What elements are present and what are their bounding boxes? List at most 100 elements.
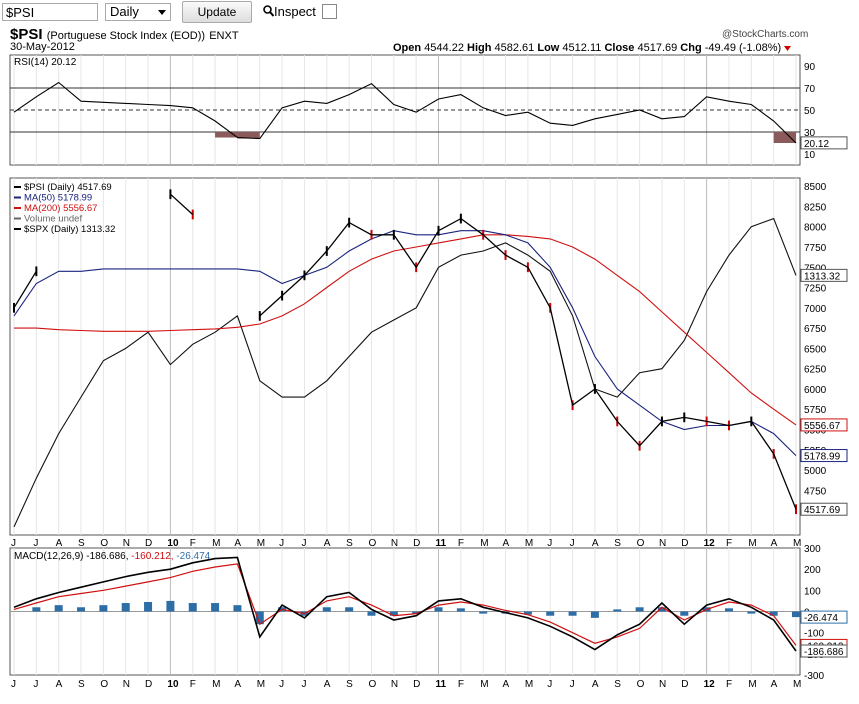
macd-x-axis-label: D	[145, 679, 152, 690]
spx-last-tag-text: 1313.32	[804, 271, 841, 282]
x-axis-label: A	[324, 538, 331, 549]
macd-hist-bar	[188, 603, 197, 612]
period-select[interactable]: Daily	[105, 3, 171, 21]
x-axis-label: 11	[436, 538, 447, 549]
x-axis-label: A	[771, 538, 778, 549]
price-tick-label: 6500	[804, 344, 827, 355]
x-axis-label: S	[614, 538, 621, 549]
macd-hist-bar	[99, 605, 108, 612]
ma50-last-tag-box	[800, 449, 848, 463]
down-arrow-icon	[784, 46, 792, 51]
ma50-line	[13, 230, 797, 456]
rsi-tick-label: 50	[804, 106, 816, 117]
macd-tick-label: 0	[804, 608, 810, 619]
price-tick-label: 6750	[804, 324, 827, 335]
macd-x-axis-label: M	[212, 679, 220, 690]
macd-x-axis-label: F	[726, 679, 732, 690]
macd-hist-bar	[121, 603, 130, 612]
macd-x-axis-label: S	[346, 679, 353, 690]
rsi-tick-label: 90	[804, 62, 816, 73]
rsi-oversold-fill	[237, 132, 260, 139]
close-label: Close	[604, 42, 635, 54]
macd-signal-line	[13, 563, 797, 646]
macd-hist-bar	[456, 608, 465, 612]
price-tick-label: 4750	[804, 486, 827, 497]
macd-hist-bar	[166, 600, 175, 612]
inspect-label: Inspect	[274, 4, 316, 19]
macd-legend: MACD(12,26,9) -186.686, -160.212, -26.47…	[14, 551, 211, 562]
macd-hist-bar	[77, 607, 86, 612]
price-tick-label: 6000	[804, 385, 827, 396]
update-button[interactable]: Update	[182, 1, 252, 23]
ma200-last-tag-text: 5556.67	[804, 421, 841, 432]
macd-hist-bar	[724, 608, 733, 612]
x-axis-label: M	[212, 538, 220, 549]
x-axis-label: D	[681, 538, 688, 549]
inspect-checkbox[interactable]	[322, 4, 337, 19]
symbol-input[interactable]	[2, 3, 98, 21]
macd-hist-bar	[546, 611, 555, 616]
macd-x-axis-label: J	[547, 679, 552, 690]
macd-hist-bar	[54, 605, 63, 612]
macd-x-axis-label: D	[681, 679, 688, 690]
exchange-label: ENXT	[209, 30, 239, 42]
macd-x-axis-label: M	[793, 679, 801, 690]
macd-hist-bar	[747, 611, 756, 614]
macd-x-axis-label: S	[614, 679, 621, 690]
macd-hist-bar	[434, 607, 443, 612]
macd-tick-label: 100	[804, 586, 821, 597]
macd-x-axis-label: J	[33, 679, 38, 690]
legend-ma200: MA(200) 5556.67	[24, 203, 97, 214]
macd-x-axis-label: A	[592, 679, 599, 690]
macd-hist-bar	[300, 611, 309, 616]
macd-tick-label: 200	[804, 565, 821, 576]
x-axis-label: A	[503, 538, 510, 549]
ma50-last-tag-text: 5178.99	[804, 452, 841, 463]
psi-price-line	[13, 193, 797, 510]
chevron-down-icon	[158, 10, 166, 15]
macd-x-axis-label: M	[525, 679, 533, 690]
macd-x-axis-label: M	[748, 679, 756, 690]
macd-x-axis-label: J	[301, 679, 306, 690]
high-value: 4582.61	[494, 42, 535, 54]
macd-tick-label: -200	[804, 650, 824, 661]
toolbar: Daily Update Inspect	[0, 0, 859, 25]
macd-hist-bar	[32, 607, 41, 612]
ma200-last-tag: 5556.67	[800, 418, 848, 432]
rsi-oversold-fill	[773, 132, 796, 143]
macd-x-axis-label: J	[279, 679, 284, 690]
macd-signal-last-tag-box	[800, 638, 848, 652]
x-axis-label: J	[301, 538, 306, 549]
brand-logo[interactable]: @StockCharts.com	[722, 29, 809, 40]
price-tick-label: 8250	[804, 202, 827, 213]
macd-signal-last-tag: -160.212	[800, 638, 848, 652]
x-axis-label: 12	[704, 538, 716, 549]
ma200-last-tag-box	[800, 418, 848, 432]
macd-hist-bar	[523, 611, 532, 615]
ohlc-readout: Open 4544.22 High 4582.61 Low 4512.11 Cl…	[393, 42, 792, 54]
rsi-panel	[9, 54, 801, 166]
x-axis-label: M	[748, 538, 756, 549]
inspect-toggle[interactable]: Inspect	[263, 4, 316, 19]
spx-last-tag: 1313.32	[800, 268, 848, 282]
macd-last-tag-text: -186.686	[804, 647, 844, 658]
macd-hist-bar	[590, 611, 599, 618]
x-axis-label: S	[78, 538, 85, 549]
x-axis-label: A	[234, 538, 241, 549]
x-axis-label: F	[190, 538, 196, 549]
macd-legend-hist: -26.474	[176, 551, 210, 562]
price-tick-label: 7750	[804, 243, 827, 254]
rsi-tick-label: 10	[804, 150, 816, 161]
macd-hist-bar	[278, 607, 287, 612]
x-axis-label: N	[123, 538, 130, 549]
macd-tick-label: -300	[804, 671, 824, 682]
macd-hist-bar	[702, 607, 711, 612]
macd-x-axis-label: A	[234, 679, 241, 690]
rsi-tick-label: 30	[804, 128, 816, 139]
macd-x-axis-label: F	[458, 679, 464, 690]
price-tick-label: 7500	[804, 263, 827, 274]
low-value: 4512.11	[562, 42, 602, 54]
magnifier-icon	[263, 5, 275, 17]
macd-x-axis-label: O	[368, 679, 376, 690]
